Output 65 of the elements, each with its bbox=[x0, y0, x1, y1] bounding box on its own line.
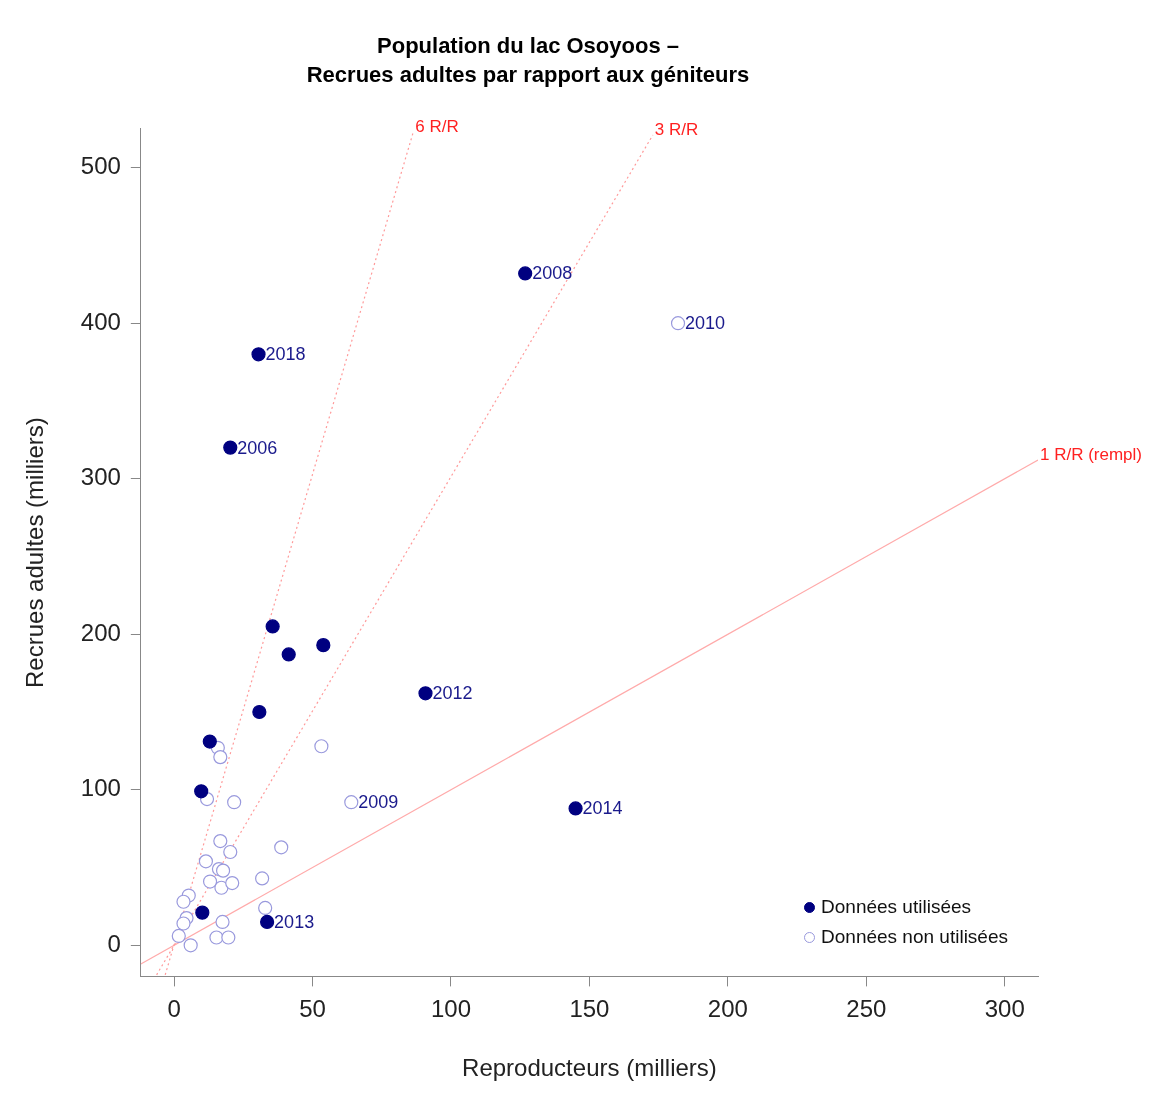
x-tick-label: 200 bbox=[707, 995, 748, 1023]
x-tick-label: 50 bbox=[299, 995, 326, 1023]
series-label: 3 R/R bbox=[654, 120, 699, 140]
point bbox=[223, 440, 238, 455]
point bbox=[252, 704, 267, 720]
annotation: 2018 bbox=[265, 344, 306, 365]
x-tick-label: 0 bbox=[167, 995, 181, 1023]
legend-label: Données non utilisées bbox=[821, 926, 1008, 948]
series-label: 6 R/R bbox=[415, 117, 459, 137]
point bbox=[213, 750, 228, 765]
point bbox=[274, 840, 289, 855]
point bbox=[255, 871, 270, 886]
point bbox=[281, 647, 296, 662]
point bbox=[176, 916, 191, 931]
x-tick-label: 100 bbox=[430, 995, 471, 1023]
chart-title: Population du lac Osoyoos – bbox=[377, 33, 679, 59]
point bbox=[176, 894, 191, 909]
point bbox=[314, 739, 329, 754]
point bbox=[183, 938, 198, 953]
y-tick-label: 500 bbox=[80, 152, 121, 180]
point bbox=[213, 834, 228, 849]
point bbox=[195, 905, 210, 920]
point bbox=[202, 734, 217, 749]
point bbox=[202, 874, 218, 889]
annotation: 2010 bbox=[685, 313, 726, 334]
point bbox=[568, 801, 583, 816]
point bbox=[251, 347, 266, 362]
point bbox=[223, 844, 238, 860]
annotation: 2014 bbox=[582, 798, 623, 819]
point bbox=[215, 914, 230, 930]
annotation: 2006 bbox=[237, 437, 278, 458]
y-axis-title: Recrues adultes (milliers) bbox=[21, 417, 49, 688]
x-axis-title: Reproducteurs (milliers) bbox=[462, 1054, 717, 1082]
series-label: 1 R/R (rempl) bbox=[1040, 445, 1143, 465]
y-tick-label: 300 bbox=[80, 463, 121, 491]
y-tick-label: 400 bbox=[80, 307, 121, 335]
point bbox=[225, 875, 240, 891]
y-tick-label: 0 bbox=[107, 929, 121, 957]
point bbox=[214, 880, 229, 895]
annotation: 2009 bbox=[358, 792, 399, 813]
y-tick-label: 200 bbox=[80, 618, 121, 646]
x-tick-label: 150 bbox=[569, 995, 610, 1023]
point bbox=[209, 930, 224, 945]
point bbox=[344, 795, 359, 810]
y-tick-label: 100 bbox=[80, 774, 121, 802]
point bbox=[258, 900, 273, 916]
point bbox=[260, 914, 275, 930]
x-tick-label: 250 bbox=[846, 995, 887, 1023]
point bbox=[316, 638, 331, 653]
point bbox=[221, 930, 236, 945]
legend-label: Données utilisées bbox=[821, 896, 972, 918]
point bbox=[670, 316, 686, 331]
annotation: 2008 bbox=[532, 263, 573, 284]
annotation: 2012 bbox=[432, 683, 473, 704]
point bbox=[171, 928, 186, 944]
point bbox=[518, 266, 533, 281]
point bbox=[198, 854, 214, 869]
point bbox=[227, 795, 242, 810]
annotation: 2013 bbox=[274, 911, 315, 932]
point bbox=[194, 784, 209, 799]
chart-subtitle: Recrues adultes par rapport aux géniteurs bbox=[306, 61, 750, 87]
point bbox=[215, 863, 231, 878]
point bbox=[418, 686, 433, 701]
point bbox=[265, 619, 280, 634]
x-tick-label: 300 bbox=[984, 995, 1025, 1023]
